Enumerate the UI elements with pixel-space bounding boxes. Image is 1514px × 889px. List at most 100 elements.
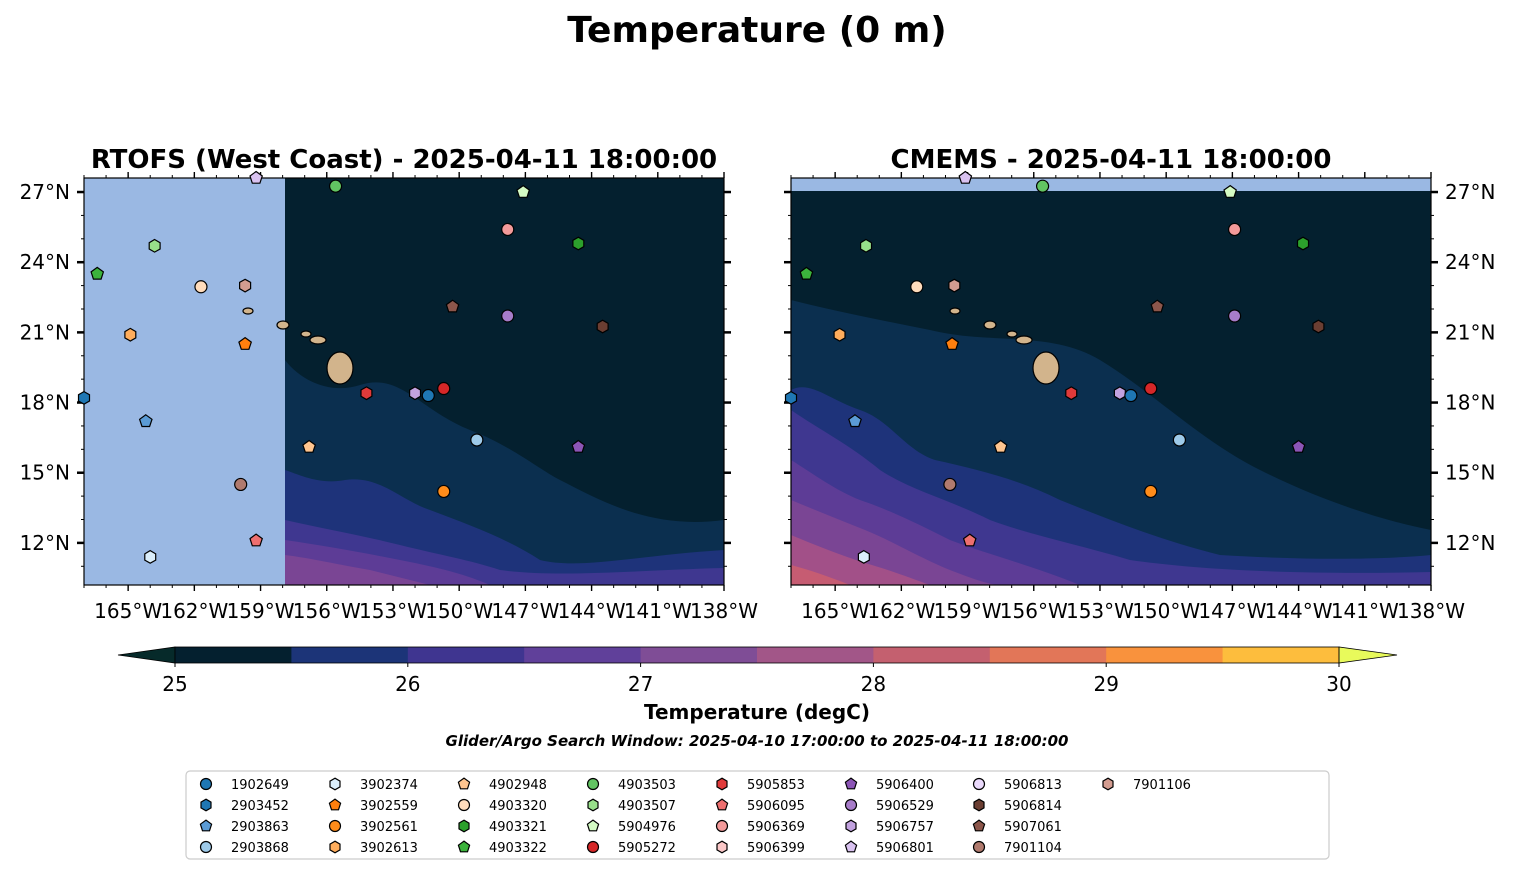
legend-label-5904976: 5904976: [618, 820, 676, 835]
map-panel-rtofs: RTOFS (West Coast) - 2025-04-11 18:00:00…: [20, 145, 759, 623]
legend-marker-2903452: [200, 798, 212, 812]
marker-cmems-5906801: [958, 170, 973, 184]
marker-rtofs-4903507: [148, 238, 161, 253]
colorbar-bin-8: [1106, 647, 1224, 663]
legend-marker-5906529: [844, 798, 858, 812]
legend-label-3902374: 3902374: [360, 778, 418, 793]
legend-marker-3902559: [328, 798, 342, 811]
legend-label-1902649: 1902649: [231, 778, 289, 793]
legend-entry-4903503: 4903503: [586, 777, 676, 793]
marker-rtofs-1902649: [421, 388, 435, 403]
colorbar-tick-label-2: 27: [628, 672, 653, 696]
legend-label-3902559: 3902559: [360, 799, 418, 814]
y-tick-label-cmems-0: 27°N: [1445, 180, 1495, 204]
legend-entry-3902561: 3902561: [328, 819, 418, 835]
x-tick-label-rtofs-3: 156°W: [293, 599, 361, 623]
legend-entry-4903320: 4903320: [457, 798, 547, 814]
legend-entry-5906095: 5906095: [715, 798, 805, 814]
marker-cmems-5907061: [1150, 299, 1165, 313]
legend: 1902649 2903452 2903863 2903868 3902374 39025…: [199, 777, 1191, 856]
legend-box: [185, 770, 1330, 860]
colorbar-tick-label-1: 26: [395, 672, 420, 696]
marker-rtofs-4903503: [328, 179, 343, 193]
plot-frame-cmems: [790, 177, 1432, 586]
legend-marker-5906399: [716, 840, 728, 854]
marker-cmems-7901106: [948, 278, 961, 293]
legend-label-5906369: 5906369: [747, 820, 805, 835]
marker-cmems-2903452: [784, 390, 798, 405]
legend-marker-3902561: [328, 819, 342, 833]
markers-cmems: [784, 170, 1325, 564]
colorbar-bin-6: [873, 647, 991, 663]
y-tick-label-rtofs-1: 24°N: [20, 250, 70, 274]
y-tick-label-cmems-1: 24°N: [1445, 250, 1495, 274]
legend-marker-1902649: [199, 777, 213, 791]
x-tick-label-cmems-0: 165°W: [801, 599, 869, 623]
colorbar-bin-1: [291, 647, 409, 663]
colorbar-bin-9: [1222, 647, 1340, 663]
x-tick-label-cmems-2: 159°W: [934, 599, 1002, 623]
colorbar-tick-label-4: 29: [1093, 672, 1118, 696]
y-tick-label-cmems-5: 12°N: [1445, 531, 1495, 555]
legend-label-5906814: 5906814: [1004, 799, 1062, 814]
marker-cmems-5904976: [1223, 184, 1238, 198]
y-tick-label-cmems-3: 18°N: [1445, 391, 1495, 415]
marker-rtofs-5906814: [596, 319, 609, 334]
marker-cmems-3902561: [1144, 484, 1158, 499]
legend-entry-5906813: 5906813: [972, 777, 1062, 793]
y-tick-label-cmems-4: 15°N: [1445, 461, 1495, 485]
marker-rtofs-5906369: [501, 222, 515, 237]
y-tick-label-rtofs-4: 15°N: [20, 461, 70, 485]
marker-cmems-5905853: [1065, 386, 1078, 401]
islands-cmems: [949, 307, 1060, 385]
legend-label-4903322: 4903322: [489, 841, 547, 856]
marker-cmems-3902559: [945, 336, 960, 350]
y-tick-label-rtofs-2: 21°N: [20, 320, 70, 344]
marker-cmems-5906369: [1227, 222, 1242, 237]
legend-entry-4903321: 4903321: [458, 819, 547, 835]
marker-cmems-4903321: [1296, 236, 1310, 251]
marker-cmems-3902613: [833, 327, 846, 342]
marker-cmems-2903868: [1172, 433, 1187, 447]
legend-label-5906757: 5906757: [876, 820, 934, 835]
legend-label-5906095: 5906095: [747, 799, 805, 814]
legend-label-3902613: 3902613: [360, 841, 418, 856]
legend-entry-5907061: 5907061: [972, 819, 1062, 835]
panel-title-cmems: CMEMS - 2025-04-11 18:00:00: [891, 145, 1332, 175]
marker-cmems-1902649: [1124, 388, 1138, 403]
legend-label-4902948: 4902948: [489, 778, 547, 793]
x-tick-label-rtofs-0: 165°W: [94, 599, 162, 623]
temperature-field-rtofs: [84, 178, 724, 585]
x-tick-label-rtofs-7: 144°W: [558, 599, 626, 623]
legend-label-5905272: 5905272: [618, 841, 676, 856]
marker-cmems-3902374: [857, 549, 870, 564]
x-tick-label-rtofs-9: 138°W: [690, 599, 758, 623]
colorbar-bin-3: [524, 647, 642, 663]
bin-27-5-rtofs: [285, 555, 430, 585]
marker-cmems-5906095: [962, 533, 977, 547]
temperature-field-cmems: [791, 178, 1431, 585]
plot-frame-rtofs: [83, 177, 725, 586]
y-tick-label-rtofs-3: 18°N: [20, 391, 70, 415]
x-tick-label-rtofs-5: 150°W: [425, 599, 493, 623]
legend-marker-4903503: [586, 777, 600, 791]
legend-marker-4902948: [457, 777, 471, 790]
x-tick-label-rtofs-4: 153°W: [359, 599, 427, 623]
legend-marker-5904976: [586, 819, 600, 832]
marker-cmems-5906814: [1312, 319, 1325, 334]
marker-rtofs-5904976: [516, 184, 531, 198]
legend-entry-5906529: 5906529: [844, 798, 934, 814]
marker-rtofs-5907061: [445, 299, 460, 313]
marker-cmems-5906400: [1291, 439, 1306, 453]
colorbar-frame: [174, 646, 1340, 664]
marker-cmems-7901104: [943, 477, 957, 492]
legend-label-2903868: 2903868: [231, 841, 289, 856]
marker-rtofs-3902561: [437, 484, 451, 499]
bin-28-0-cmems: [791, 535, 930, 585]
marker-cmems-4903320: [910, 280, 924, 294]
colorbar-bin-2: [407, 647, 525, 663]
marker-rtofs-5906400: [571, 439, 586, 453]
legend-marker-4903507: [587, 798, 599, 812]
legend-entry-5906814: 5906814: [973, 798, 1062, 814]
